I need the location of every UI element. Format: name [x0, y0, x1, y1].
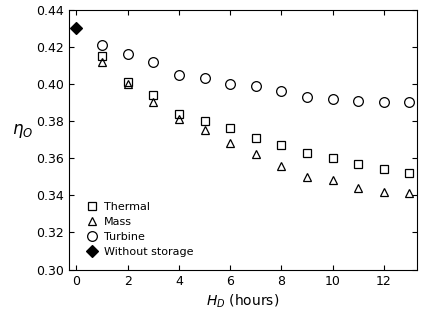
Mass [381, 190, 387, 194]
Thermal [99, 54, 104, 58]
Turbine [176, 73, 181, 77]
Turbine [356, 99, 361, 103]
Mass [202, 128, 207, 132]
Turbine [253, 84, 258, 88]
Mass [125, 82, 130, 86]
Mass [279, 164, 284, 168]
Thermal [407, 171, 412, 175]
Y-axis label: $\eta_O$: $\eta_O$ [12, 122, 33, 140]
Mass [330, 178, 335, 182]
Line: Thermal: Thermal [98, 52, 413, 177]
Thermal [202, 119, 207, 123]
Turbine [304, 95, 310, 99]
Thermal [381, 168, 387, 171]
Line: Turbine: Turbine [97, 40, 414, 107]
Thermal [125, 80, 130, 84]
Mass [253, 152, 258, 156]
Legend: Thermal, Mass, Turbine, Without storage: Thermal, Mass, Turbine, Without storage [81, 198, 197, 262]
X-axis label: $H_D$ (hours): $H_D$ (hours) [206, 293, 280, 310]
Thermal [227, 126, 233, 130]
Mass [99, 60, 104, 64]
Thermal [356, 162, 361, 166]
Turbine [279, 90, 284, 93]
Thermal [279, 143, 284, 147]
Turbine [99, 43, 104, 47]
Thermal [176, 112, 181, 116]
Turbine [227, 82, 233, 86]
Turbine [202, 76, 207, 80]
Turbine [407, 100, 412, 104]
Mass [227, 142, 233, 145]
Turbine [125, 52, 130, 56]
Thermal [330, 156, 335, 160]
Mass [176, 117, 181, 121]
Turbine [381, 100, 387, 104]
Turbine [330, 97, 335, 101]
Mass [356, 186, 361, 190]
Line: Mass: Mass [98, 57, 414, 198]
Mass [151, 100, 156, 104]
Thermal [304, 151, 310, 155]
Thermal [253, 136, 258, 140]
Thermal [151, 93, 156, 97]
Mass [304, 175, 310, 179]
Mass [407, 192, 412, 195]
Turbine [151, 60, 156, 64]
